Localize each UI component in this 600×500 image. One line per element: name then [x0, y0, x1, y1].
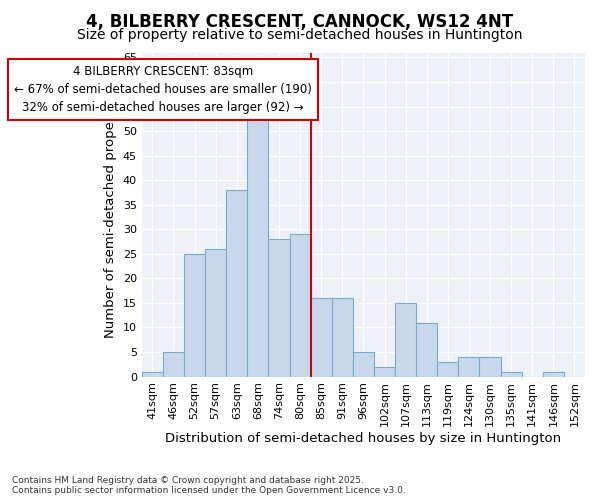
Bar: [311, 298, 332, 376]
Bar: [479, 357, 500, 376]
Text: Contains HM Land Registry data © Crown copyright and database right 2025.
Contai: Contains HM Land Registry data © Crown c…: [12, 476, 406, 495]
Bar: [353, 352, 374, 376]
Bar: [395, 303, 416, 376]
Bar: [290, 234, 311, 376]
Text: Size of property relative to semi-detached houses in Huntington: Size of property relative to semi-detach…: [77, 28, 523, 42]
Text: 4, BILBERRY CRESCENT, CANNOCK, WS12 4NT: 4, BILBERRY CRESCENT, CANNOCK, WS12 4NT: [86, 12, 514, 30]
Bar: [437, 362, 458, 376]
Bar: [226, 190, 247, 376]
Text: 4 BILBERRY CRESCENT: 83sqm
← 67% of semi-detached houses are smaller (190)
32% o: 4 BILBERRY CRESCENT: 83sqm ← 67% of semi…: [14, 65, 312, 114]
Bar: [163, 352, 184, 376]
Bar: [268, 239, 290, 376]
Bar: [543, 372, 564, 376]
Bar: [500, 372, 521, 376]
Bar: [247, 116, 268, 376]
Bar: [458, 357, 479, 376]
Bar: [184, 254, 205, 376]
Bar: [416, 322, 437, 376]
X-axis label: Distribution of semi-detached houses by size in Huntington: Distribution of semi-detached houses by …: [166, 432, 562, 445]
Bar: [205, 249, 226, 376]
Y-axis label: Number of semi-detached properties: Number of semi-detached properties: [104, 92, 117, 338]
Bar: [142, 372, 163, 376]
Bar: [332, 298, 353, 376]
Bar: [374, 367, 395, 376]
